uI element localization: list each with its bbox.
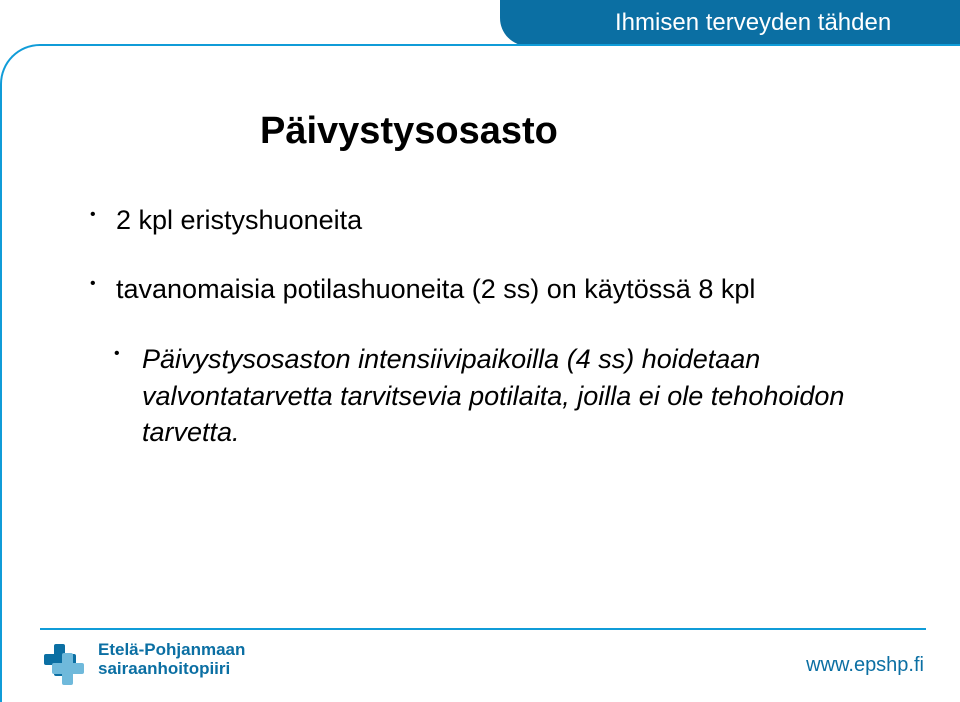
bullet-item: tavanomaisia potilashuoneita (2 ss) on k…: [90, 272, 900, 307]
bullet-item: 2 kpl eristyshuoneita: [90, 203, 900, 238]
bullet-list: 2 kpl eristyshuoneita tavanomaisia potil…: [90, 203, 900, 307]
header-bar: Ihmisen terveyden tähden: [500, 0, 960, 46]
logo-mark-icon: [40, 636, 86, 682]
org-name-line1: Etelä-Pohjanmaan: [98, 641, 245, 658]
footer: Etelä-Pohjanmaan sairaanhoitopiiri www.e…: [0, 628, 960, 702]
sub-bullet-list: Päivystysosaston intensiivipaikoilla (4 …: [90, 341, 900, 450]
footer-logo: Etelä-Pohjanmaan sairaanhoitopiiri: [40, 636, 245, 682]
slide: Ihmisen terveyden tähden Päivystysosasto…: [0, 0, 960, 702]
header-tagline: Ihmisen terveyden tähden: [615, 9, 891, 37]
footer-rule: [40, 628, 926, 630]
content-area: Päivystysosasto 2 kpl eristyshuoneita ta…: [90, 110, 900, 451]
logo-text: Etelä-Pohjanmaan sairaanhoitopiiri: [98, 641, 245, 677]
sub-bullet-item: Päivystysosaston intensiivipaikoilla (4 …: [90, 341, 900, 450]
org-name-line2: sairaanhoitopiiri: [98, 660, 245, 677]
footer-url: www.epshp.fi: [806, 654, 924, 677]
slide-title: Päivystysosasto: [260, 110, 900, 153]
